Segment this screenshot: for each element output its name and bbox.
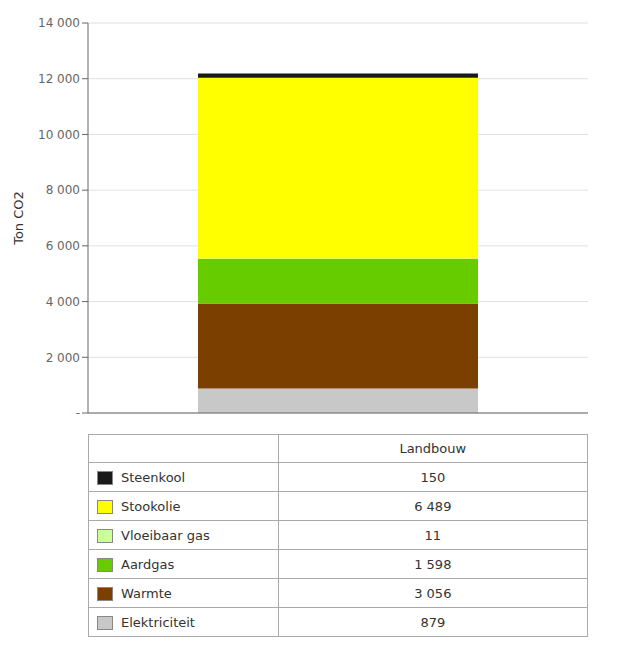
svg-text:10 000: 10 000 [38,128,80,142]
html-text:6 489: 6 489 [414,498,452,514]
html-text:Steenkool: Steenkool [121,470,186,485]
html-text:Elektriciteit: Elektriciteit [121,615,195,630]
html-text:150: 150 [420,469,446,485]
svg-text:8 000: 8 000 [46,183,80,197]
svg-text:Ton CO2: Ton CO2 [11,191,26,246]
html-text:879: 879 [420,614,446,630]
html-text:Stookolie: Stookolie [121,499,181,514]
html-text:Landbouw: Landbouw [399,441,467,456]
svg-text:12 000: 12 000 [38,72,80,86]
html-text:Aardgas: Aardgas [121,557,175,572]
html-text:3 056: 3 056 [414,585,452,601]
svg-text:-: - [76,406,80,420]
html-text:Vloeibaar gas: Vloeibaar gas [121,528,210,543]
html-text:11: 11 [424,527,442,543]
svg-text:14 000: 14 000 [38,16,80,30]
html-text:1 598: 1 598 [414,556,452,572]
svg-text:4 000: 4 000 [46,295,80,309]
svg-text:2 000: 2 000 [46,351,80,365]
svg-text:6 000: 6 000 [46,239,80,253]
html-text:Warmte: Warmte [121,586,172,601]
